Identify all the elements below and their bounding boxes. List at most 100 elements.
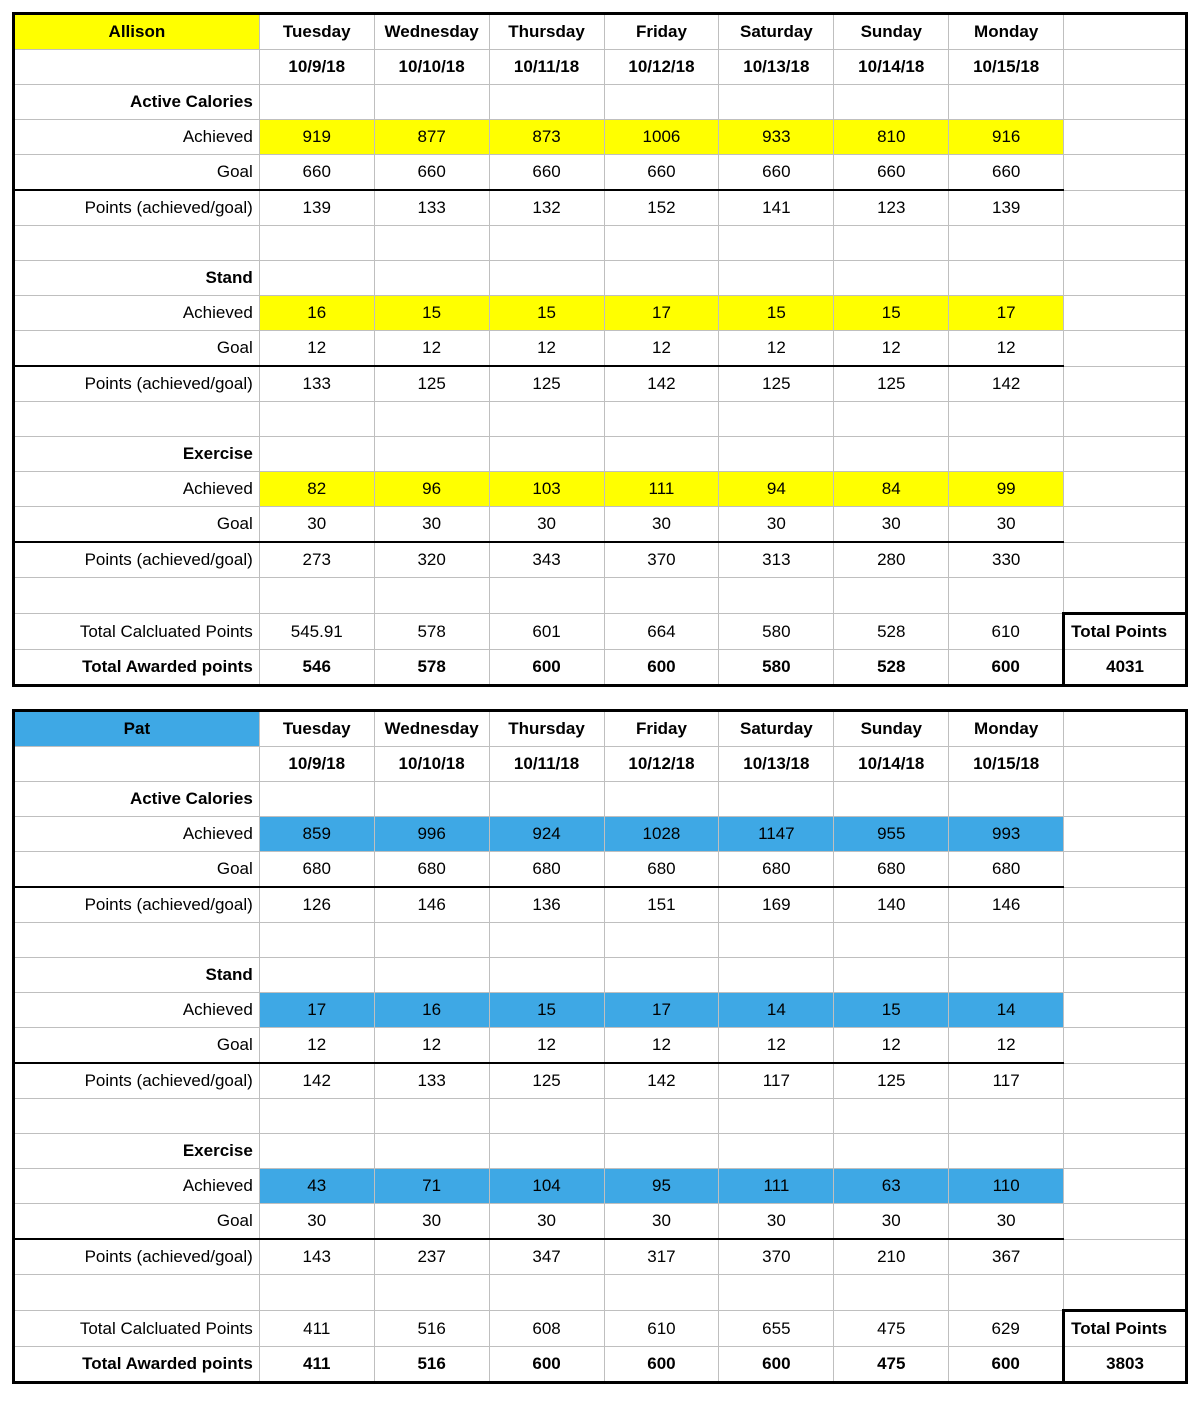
table-cell-empty <box>1064 50 1187 85</box>
table-cell-empty <box>489 437 604 472</box>
table-cell-empty <box>1064 578 1187 614</box>
table-cell-empty <box>604 402 719 437</box>
row-label-achieved: Achieved <box>14 993 260 1028</box>
table-cell: 578 <box>374 650 489 686</box>
row-label-total-calc: Total Calcluated Points <box>14 614 260 650</box>
total-points-value: 3803 <box>1064 1347 1187 1383</box>
table-cell-empty <box>1064 507 1187 543</box>
table-cell: 516 <box>374 1347 489 1383</box>
table-cell: 600 <box>719 1347 834 1383</box>
table-cell: 17 <box>259 993 374 1028</box>
table-cell: 680 <box>949 852 1064 888</box>
table-cell: 680 <box>604 852 719 888</box>
day-header: Friday <box>604 711 719 747</box>
table-cell: 664 <box>604 614 719 650</box>
day-header: Tuesday <box>259 711 374 747</box>
table-cell: 82 <box>259 472 374 507</box>
table-cell: 14 <box>719 993 834 1028</box>
table-cell: 877 <box>374 120 489 155</box>
table-cell: 810 <box>834 120 949 155</box>
table-cell-empty <box>1064 226 1187 261</box>
table-cell: 12 <box>489 1028 604 1064</box>
row-label-achieved: Achieved <box>14 472 260 507</box>
table-cell: 608 <box>489 1311 604 1347</box>
table-cell: 125 <box>489 366 604 402</box>
table-cell: 600 <box>949 1347 1064 1383</box>
table-cell-empty <box>374 85 489 120</box>
table-cell-empty <box>719 782 834 817</box>
table-cell-empty <box>834 578 949 614</box>
table-cell: 152 <box>604 190 719 226</box>
table-cell-empty <box>489 226 604 261</box>
table-cell-empty <box>489 958 604 993</box>
table-cell: 347 <box>489 1239 604 1275</box>
table-cell: 343 <box>489 542 604 578</box>
row-label-points: Points (achieved/goal) <box>14 887 260 923</box>
row-label-points: Points (achieved/goal) <box>14 366 260 402</box>
table-cell: 30 <box>949 507 1064 543</box>
table-cell-empty <box>1064 993 1187 1028</box>
table-cell-empty <box>949 578 1064 614</box>
table-cell-empty <box>259 958 374 993</box>
table-cell: 580 <box>719 650 834 686</box>
table-cell-empty <box>834 923 949 958</box>
table-cell-empty <box>14 50 260 85</box>
table-cell: 528 <box>834 650 949 686</box>
day-header: Saturday <box>719 711 834 747</box>
table-cell-empty <box>1064 296 1187 331</box>
table-cell: 12 <box>374 331 489 367</box>
table-cell: 859 <box>259 817 374 852</box>
row-label-points: Points (achieved/goal) <box>14 190 260 226</box>
table-cell: 139 <box>259 190 374 226</box>
table-cell: 132 <box>489 190 604 226</box>
table-cell-empty <box>834 261 949 296</box>
table-cell: 15 <box>834 993 949 1028</box>
table-cell: 125 <box>834 1063 949 1099</box>
section-header-exercise: Exercise <box>14 437 260 472</box>
row-label-points: Points (achieved/goal) <box>14 1063 260 1099</box>
row-label-achieved: Achieved <box>14 1169 260 1204</box>
table-cell-empty <box>1064 190 1187 226</box>
section-header-stand: Stand <box>14 261 260 296</box>
table-cell: 955 <box>834 817 949 852</box>
row-label-total-awarded: Total Awarded points <box>14 650 260 686</box>
table-cell: 63 <box>834 1169 949 1204</box>
table-cell: 655 <box>719 1311 834 1347</box>
table-cell-empty <box>949 1275 1064 1311</box>
table-cell-empty <box>374 226 489 261</box>
day-header: Monday <box>949 14 1064 50</box>
table-cell: 30 <box>604 507 719 543</box>
row-label-achieved: Achieved <box>14 817 260 852</box>
spacer-row <box>14 578 260 614</box>
table-cell-empty <box>1064 711 1187 747</box>
spacer-row <box>14 923 260 958</box>
table-cell: 600 <box>949 650 1064 686</box>
table-cell-empty <box>489 402 604 437</box>
table-cell: 104 <box>489 1169 604 1204</box>
table-cell: 680 <box>374 852 489 888</box>
table-cell-empty <box>949 85 1064 120</box>
table-cell: 919 <box>259 120 374 155</box>
table-cell: 110 <box>949 1169 1064 1204</box>
day-header: Monday <box>949 711 1064 747</box>
table-cell-empty <box>259 1275 374 1311</box>
date-header: 10/11/18 <box>489 50 604 85</box>
table-cell: 125 <box>489 1063 604 1099</box>
person-block-allison: Allison TuesdayWednesdayThursdayFridaySa… <box>12 12 1188 687</box>
total-points-label: Total Points <box>1064 1311 1187 1347</box>
table-cell: 30 <box>949 1204 1064 1240</box>
table-cell: 600 <box>489 650 604 686</box>
day-header: Wednesday <box>374 711 489 747</box>
row-label-goal: Goal <box>14 507 260 543</box>
table-cell: 210 <box>834 1239 949 1275</box>
table-cell: 30 <box>374 1204 489 1240</box>
table-cell-empty <box>14 747 260 782</box>
day-header: Tuesday <box>259 14 374 50</box>
table-cell: 12 <box>259 331 374 367</box>
table-cell-empty <box>949 437 1064 472</box>
table-cell-empty <box>489 1099 604 1134</box>
table-cell-empty <box>489 1134 604 1169</box>
table-cell: 151 <box>604 887 719 923</box>
table-cell: 95 <box>604 1169 719 1204</box>
table-cell: 30 <box>834 1204 949 1240</box>
